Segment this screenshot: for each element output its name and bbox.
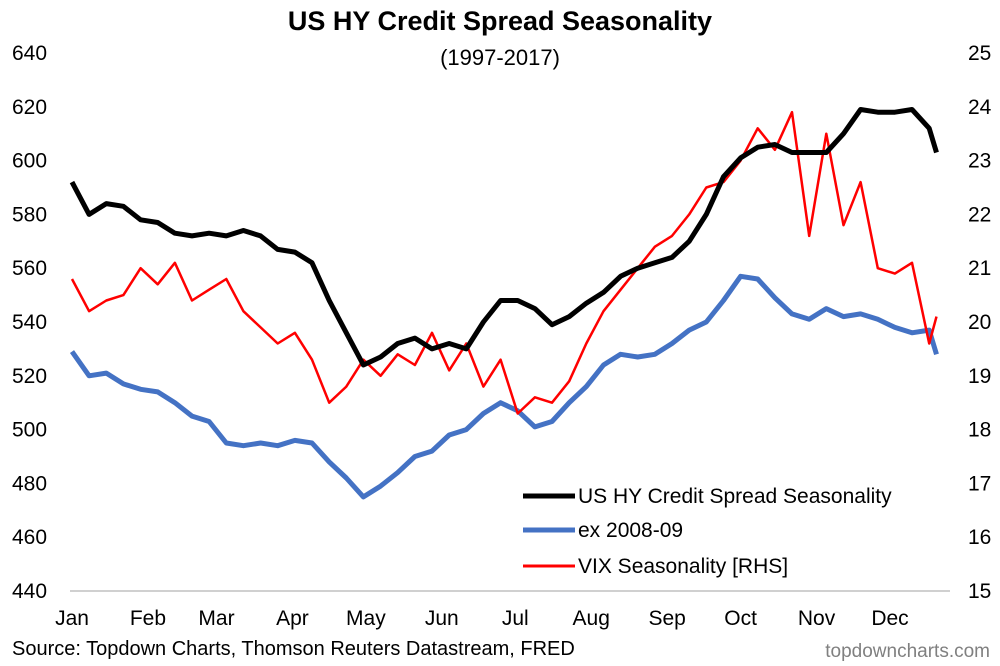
legend-label-vix: VIX Seasonality [RHS] [578,555,788,578]
x-tick-label: Jun [425,607,459,630]
x-axis-ticks: Jan Feb Mar Apr May Jun Jul Aug Sep Oct Nov Dec [55,607,909,630]
x-tick-label: Aug [573,607,610,630]
y-left-tick-label: 600 [12,150,47,173]
x-tick-label: Feb [130,607,166,630]
series-lines [69,107,939,500]
y-left-tick-label: 560 [12,257,47,280]
y-right-tick-label: 23 [968,150,991,173]
legend-label-ex: ex 2008-09 [578,519,683,542]
y-left-tick-label: 620 [12,96,47,119]
x-tick-label: Sep [648,607,685,630]
y-right-tick-label: 18 [968,419,991,442]
y-left-tick-label: 480 [12,472,47,495]
x-tick-label: Jan [55,607,89,630]
series-line-0 [69,107,939,368]
y-left-tick-label: 440 [12,580,47,603]
series-line-1 [69,273,939,500]
x-tick-label: Dec [871,607,908,630]
x-tick-label: Nov [798,607,836,630]
y-right-tick-label: 21 [968,257,991,280]
y-left-tick-label: 520 [12,365,47,388]
y-right-tick-label: 19 [968,365,991,388]
y-right-tick-label: 16 [968,526,991,549]
y-right-tick-label: 20 [968,311,991,334]
y-right-tick-label: 22 [968,203,991,226]
y-left-tick-label: 540 [12,311,47,334]
x-tick-label: Apr [276,607,309,630]
series-line-2 [70,110,938,415]
chart-title: US HY Credit Spread Seasonality [288,6,712,36]
source-note: Source: Topdown Charts, Thomson Reuters … [12,638,575,660]
y-left-tick-label: 640 [12,42,47,65]
left-axis-ticks: 440 460 480 500 520 540 560 580 600 620 640 [12,42,47,603]
legend-label-hy: US HY Credit Spread Seasonality [578,485,892,508]
y-left-tick-label: 580 [12,203,47,226]
y-right-tick-label: 25 [968,42,991,65]
chart-subtitle: (1997-2017) [440,45,560,70]
x-tick-label: Oct [724,607,757,630]
y-right-tick-label: 17 [968,472,991,495]
watermark: topdowncharts.com [825,641,990,662]
right-axis-ticks: 15 16 17 18 19 20 21 22 23 24 25 [968,42,992,603]
y-left-tick-label: 460 [12,526,47,549]
y-right-tick-label: 15 [968,580,991,603]
x-tick-label: May [346,607,386,630]
y-right-tick-label: 24 [968,96,992,119]
x-tick-label: Mar [198,607,234,630]
legend: US HY Credit Spread Seasonality ex 2008-… [523,485,892,578]
x-tick-label: Jul [502,607,529,630]
y-left-tick-label: 500 [12,419,47,442]
